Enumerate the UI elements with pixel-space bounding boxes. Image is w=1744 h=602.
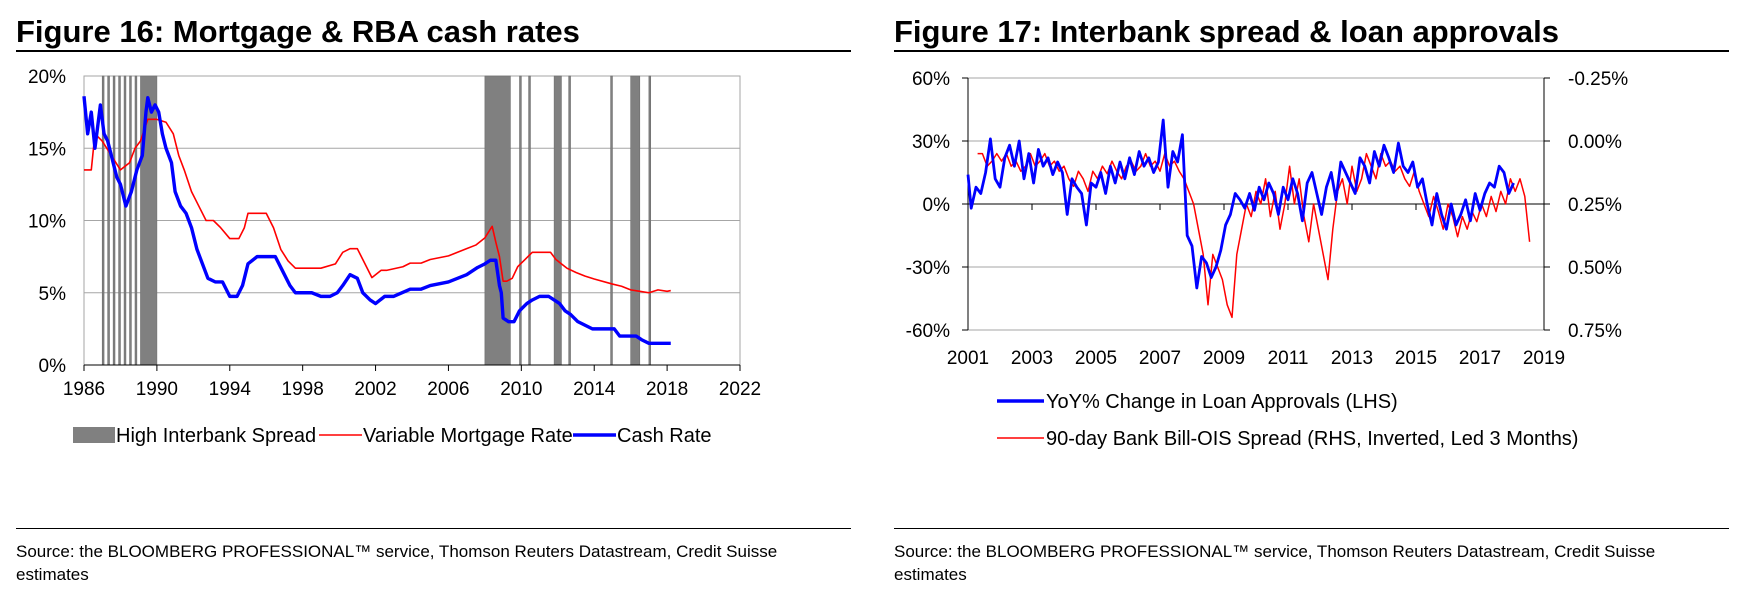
interbank-spread-band: [519, 75, 522, 366]
interbank-spread-band: [123, 75, 127, 366]
left-y-tick-label: -30%: [906, 258, 950, 279]
figure-17-panel: Figure 17: Interbank spread & loan appro…: [894, 0, 1744, 602]
x-tick-label: 1990: [136, 379, 178, 400]
loan-approvals-line: [966, 118, 1515, 290]
x-tick-label: 2014: [573, 379, 616, 400]
x-tick-label: 2017: [1459, 348, 1501, 369]
figure-17-source-rule: [894, 528, 1729, 529]
right-y-tick-label: 0.50%: [1568, 258, 1622, 279]
x-tick-label: 2002: [354, 379, 396, 400]
interbank-spread-band: [107, 75, 110, 366]
x-tick-label: 2007: [1139, 348, 1181, 369]
left-y-tick-label: 0%: [923, 195, 951, 216]
cash-rate-line: [82, 95, 671, 346]
legend-swatch-band: [73, 427, 115, 443]
x-tick-label: 2005: [1075, 348, 1117, 369]
right-y-tick-label: -0.25%: [1568, 69, 1628, 90]
x-tick-label: 1986: [63, 379, 105, 400]
figure-17-source: Source: the BLOOMBERG PROFESSIONAL™ serv…: [894, 542, 1656, 584]
figure-16-title-rule: [16, 50, 851, 52]
x-tick-label: 2011: [1268, 348, 1309, 369]
x-tick-label: 1998: [282, 379, 324, 400]
figure-17-title: Figure 17: Interbank spread & loan appro…: [894, 14, 1559, 49]
y-tick-label: 20%: [28, 67, 66, 88]
x-tick-label: 2010: [500, 379, 542, 400]
interbank-spread-band: [610, 75, 613, 366]
legend-label-cash: Cash Rate: [617, 425, 712, 447]
y-tick-label: 0%: [39, 356, 67, 377]
interbank-spread-band: [630, 75, 641, 366]
x-tick-label: 2013: [1331, 348, 1373, 369]
figure-17-chart: -60% -30% 0% 30% 60% 0.75% 0.50% 0.25% 0.00% -0.2…: [906, 69, 1629, 450]
ois-spread-line: [977, 152, 1531, 319]
x-tick-label: 2022: [719, 379, 761, 400]
x-tick-label: 2015: [1395, 348, 1437, 369]
y-tick-label: 5%: [39, 284, 67, 305]
figure-16-source-rule: [16, 528, 851, 529]
x-tick-label: 2003: [1011, 348, 1053, 369]
y-tick-label: 10%: [28, 212, 66, 233]
right-y-tick-label: 0.25%: [1568, 195, 1622, 216]
x-tick-label: 2006: [427, 379, 469, 400]
legend-label-mortgage: Variable Mortgage Rate: [363, 425, 573, 447]
x-tick-label: 2001: [947, 348, 989, 369]
right-y-tick-label: 0.75%: [1568, 321, 1622, 342]
right-y-tick-label: 0.00%: [1568, 132, 1622, 153]
interbank-spread-band: [528, 75, 531, 366]
figure-16-panel: Figure 16: Mortgage & RBA cash rates 0% 5…: [16, 0, 866, 602]
figure-16-source: Source: the BLOOMBERG PROFESSIONAL™ serv…: [16, 542, 778, 584]
x-tick-label: 1994: [209, 379, 252, 400]
interbank-spread-band: [118, 75, 121, 366]
legend-label-approvals: YoY% Change in Loan Approvals (LHS): [1046, 391, 1398, 413]
figure-16-title: Figure 16: Mortgage & RBA cash rates: [16, 14, 580, 49]
interbank-spread-band: [568, 75, 571, 366]
interbank-spread-band: [648, 75, 652, 366]
interbank-spread-band: [484, 75, 511, 366]
interbank-spread-band: [129, 75, 132, 366]
left-y-tick-label: 30%: [912, 132, 950, 153]
x-tick-label: 2009: [1203, 348, 1245, 369]
interbank-spread-band: [134, 75, 138, 366]
legend-label-band: High Interbank Spread: [116, 425, 316, 447]
left-y-tick-label: -60%: [906, 321, 950, 342]
interbank-spread-band: [112, 75, 116, 366]
interbank-spread-band: [553, 75, 562, 366]
legend-label-spread: 90-day Bank Bill-OIS Spread (RHS, Invert…: [1046, 428, 1578, 450]
figure-16-chart: 0% 5% 10% 15% 20% 1986 1990 1994 1998 2002 2006 201…: [28, 67, 761, 447]
left-y-tick-label: 60%: [912, 69, 950, 90]
x-tick-label: 2019: [1523, 348, 1565, 369]
x-tick-label: 2018: [646, 379, 688, 400]
mortgage-rate-line: [84, 118, 671, 294]
figure-17-title-rule: [894, 50, 1729, 52]
y-tick-label: 15%: [28, 139, 66, 160]
